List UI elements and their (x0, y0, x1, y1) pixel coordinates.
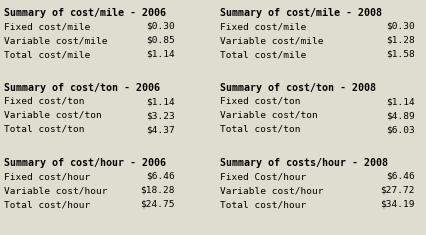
Text: Total cost/mile: Total cost/mile (4, 50, 90, 59)
Text: Total cost/ton: Total cost/ton (219, 125, 300, 134)
Text: Fixed cost/mile: Fixed cost/mile (219, 22, 305, 31)
Text: Summary of costs/hour - 2008: Summary of costs/hour - 2008 (219, 158, 387, 168)
Text: Variable cost/mile: Variable cost/mile (4, 36, 107, 45)
Text: $6.46: $6.46 (386, 172, 414, 181)
Text: Summary of cost/hour - 2006: Summary of cost/hour - 2006 (4, 158, 166, 168)
Text: $34.19: $34.19 (380, 200, 414, 209)
Text: $24.75: $24.75 (140, 200, 175, 209)
Text: Fixed cost/hour: Fixed cost/hour (4, 172, 90, 181)
Text: Summary of cost/mile - 2006: Summary of cost/mile - 2006 (4, 8, 166, 18)
Text: Variable cost/ton: Variable cost/ton (4, 111, 101, 120)
Text: Fixed cost/ton: Fixed cost/ton (219, 97, 300, 106)
Text: $3.23: $3.23 (146, 111, 175, 120)
Text: Fixed cost/ton: Fixed cost/ton (4, 97, 84, 106)
Text: Variable cost/hour: Variable cost/hour (219, 186, 323, 195)
Text: $4.37: $4.37 (146, 125, 175, 134)
Text: $1.14: $1.14 (146, 50, 175, 59)
Text: $18.28: $18.28 (140, 186, 175, 195)
Text: $4.89: $4.89 (386, 111, 414, 120)
Text: Total cost/hour: Total cost/hour (219, 200, 305, 209)
Text: Summary of cost/ton - 2006: Summary of cost/ton - 2006 (4, 83, 160, 93)
Text: Variable cost/ton: Variable cost/ton (219, 111, 317, 120)
Text: $0.85: $0.85 (146, 36, 175, 45)
Text: $1.28: $1.28 (386, 36, 414, 45)
Text: Fixed Cost/hour: Fixed Cost/hour (219, 172, 305, 181)
Text: Fixed cost/mile: Fixed cost/mile (4, 22, 90, 31)
Text: Summary of cost/ton - 2008: Summary of cost/ton - 2008 (219, 83, 375, 93)
Text: $1.58: $1.58 (386, 50, 414, 59)
Text: Total cost/ton: Total cost/ton (4, 125, 84, 134)
Text: $0.30: $0.30 (386, 22, 414, 31)
Text: Variable cost/hour: Variable cost/hour (4, 186, 107, 195)
Text: Variable cost/mile: Variable cost/mile (219, 36, 323, 45)
Text: $1.14: $1.14 (386, 97, 414, 106)
Text: $6.03: $6.03 (386, 125, 414, 134)
Text: $1.14: $1.14 (146, 97, 175, 106)
Text: $6.46: $6.46 (146, 172, 175, 181)
Text: Total cost/mile: Total cost/mile (219, 50, 305, 59)
Text: $27.72: $27.72 (380, 186, 414, 195)
Text: $0.30: $0.30 (146, 22, 175, 31)
Text: Total cost/hour: Total cost/hour (4, 200, 90, 209)
Text: Summary of cost/mile - 2008: Summary of cost/mile - 2008 (219, 8, 381, 18)
